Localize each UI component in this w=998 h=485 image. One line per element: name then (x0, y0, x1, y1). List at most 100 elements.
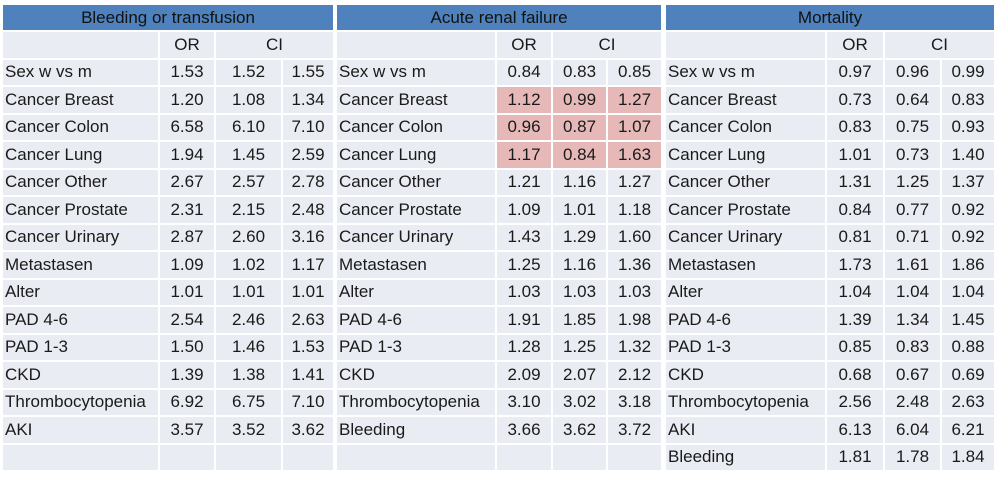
ci-lower-value (216, 444, 283, 472)
ci-lower-value: 0.67 (885, 362, 942, 390)
row-label: Cancer Breast (3, 87, 160, 115)
ci-lower-value: 6.75 (216, 389, 283, 417)
table-row (3, 444, 334, 472)
ci-lower-value: 1.25 (553, 334, 608, 362)
table-row: Alter 1.01 1.01 1.01 (3, 279, 334, 307)
ci-lower-value: 1.25 (885, 169, 942, 197)
ci-lower-value: 1.16 (553, 252, 608, 280)
ci-upper-value: 1.40 (942, 142, 995, 170)
table-row: Cancer Other 1.21 1.16 1.27 (337, 169, 662, 197)
ci-upper-value: 3.62 (283, 417, 334, 445)
or-value: 1.01 (827, 142, 885, 170)
table-row: Cancer Other 2.67 2.57 2.78 (3, 169, 334, 197)
ci-lower-value: 1.45 (216, 142, 283, 170)
row-label: Alter (3, 279, 160, 307)
ci-upper-value: 1.55 (283, 59, 334, 87)
row-label: Alter (337, 279, 497, 307)
ci-upper-value: 2.12 (608, 362, 662, 390)
ci-upper-value: 1.32 (608, 334, 662, 362)
ci-upper-value: 1.37 (942, 169, 995, 197)
ci-lower-value: 2.57 (216, 169, 283, 197)
or-header: OR (827, 32, 885, 60)
table-row: Thrombocytopenia 2.56 2.48 2.63 (666, 389, 995, 417)
table-title: Acute renal failure (337, 5, 662, 32)
or-value: 1.12 (497, 87, 553, 115)
or-value: 1.91 (497, 307, 553, 335)
row-label: Alter (666, 279, 827, 307)
table-row: Cancer Lung 1.94 1.45 2.59 (3, 142, 334, 170)
ci-header: CI (216, 32, 334, 60)
table-row: Metastasen 1.09 1.02 1.17 (3, 252, 334, 280)
ci-lower-value: 0.71 (885, 224, 942, 252)
column-header-row: OR CI (337, 32, 662, 60)
ci-lower-value: 0.99 (553, 87, 608, 115)
table-row: PAD 4-6 2.54 2.46 2.63 (3, 307, 334, 335)
ci-lower-value: 1.52 (216, 59, 283, 87)
ci-upper-value: 0.83 (942, 87, 995, 115)
table-row: Sex w vs m 1.53 1.52 1.55 (3, 59, 334, 87)
ci-upper-value: 3.18 (608, 389, 662, 417)
row-label: Cancer Lung (3, 142, 160, 170)
bleeding-transfusion-table: Bleeding or transfusion OR CI Sex w vs m 1.5… (3, 5, 334, 472)
table-row: Cancer Prostate 0.84 0.77 0.92 (666, 197, 995, 225)
header-blank (3, 32, 160, 60)
table-row: Cancer Breast 1.20 1.08 1.34 (3, 87, 334, 115)
or-value: 6.13 (827, 417, 885, 445)
table-row: AKI 6.13 6.04 6.21 (666, 417, 995, 445)
ci-upper-value: 0.88 (942, 334, 995, 362)
row-label: Cancer Prostate (337, 197, 497, 225)
row-label: Cancer Urinary (666, 224, 827, 252)
table-row: Cancer Colon 0.83 0.75 0.93 (666, 114, 995, 142)
ci-upper-value: 7.10 (283, 389, 334, 417)
ci-lower-value: 1.01 (216, 279, 283, 307)
ci-lower-value: 1.34 (885, 307, 942, 335)
ci-upper-value: 2.63 (283, 307, 334, 335)
ci-upper-value: 1.60 (608, 224, 662, 252)
ci-upper-value: 1.34 (283, 87, 334, 115)
table-row: Cancer Lung 1.01 0.73 1.40 (666, 142, 995, 170)
row-label: PAD 4-6 (3, 307, 160, 335)
table-row: Alter 1.04 1.04 1.04 (666, 279, 995, 307)
ci-upper-value: 0.69 (942, 362, 995, 390)
row-label: Cancer Other (3, 169, 160, 197)
or-value: 1.25 (497, 252, 553, 280)
ci-upper-value: 1.07 (608, 114, 662, 142)
table-row: Thrombocytopenia 6.92 6.75 7.10 (3, 389, 334, 417)
row-label: Metastasen (666, 252, 827, 280)
row-label: Metastasen (337, 252, 497, 280)
ci-lower-value: 0.75 (885, 114, 942, 142)
or-value: 0.84 (827, 197, 885, 225)
or-value: 2.56 (827, 389, 885, 417)
ci-upper-value (283, 444, 334, 472)
or-value: 6.92 (160, 389, 216, 417)
title-row: Acute renal failure (337, 5, 662, 32)
or-value: 6.58 (160, 114, 216, 142)
row-label: Bleeding (666, 444, 827, 472)
ci-lower-value: 3.62 (553, 417, 608, 445)
row-label: Cancer Breast (666, 87, 827, 115)
table-row: Cancer Breast 1.12 0.99 1.27 (337, 87, 662, 115)
table-row: Bleeding 1.81 1.78 1.84 (666, 444, 995, 472)
or-value: 1.17 (497, 142, 553, 170)
table-row: Thrombocytopenia 3.10 3.02 3.18 (337, 389, 662, 417)
ci-lower-value: 1.04 (885, 279, 942, 307)
or-value: 0.96 (497, 114, 553, 142)
ci-upper-value: 1.01 (283, 279, 334, 307)
ci-upper-value: 1.36 (608, 252, 662, 280)
table-row: Sex w vs m 0.97 0.96 0.99 (666, 59, 995, 87)
ci-lower-value (553, 444, 608, 472)
ci-upper-value: 1.27 (608, 169, 662, 197)
or-value: 2.67 (160, 169, 216, 197)
row-label: PAD 1-3 (3, 334, 160, 362)
title-row: Mortality (666, 5, 995, 32)
ci-lower-value: 1.29 (553, 224, 608, 252)
row-label: Cancer Colon (3, 114, 160, 142)
or-value: 1.31 (827, 169, 885, 197)
ci-header: CI (885, 32, 995, 60)
ci-upper-value: 7.10 (283, 114, 334, 142)
ci-lower-value: 0.87 (553, 114, 608, 142)
or-value: 1.09 (160, 252, 216, 280)
table-title: Mortality (666, 5, 995, 32)
ci-upper-value: 0.85 (608, 59, 662, 87)
ci-lower-value: 2.46 (216, 307, 283, 335)
